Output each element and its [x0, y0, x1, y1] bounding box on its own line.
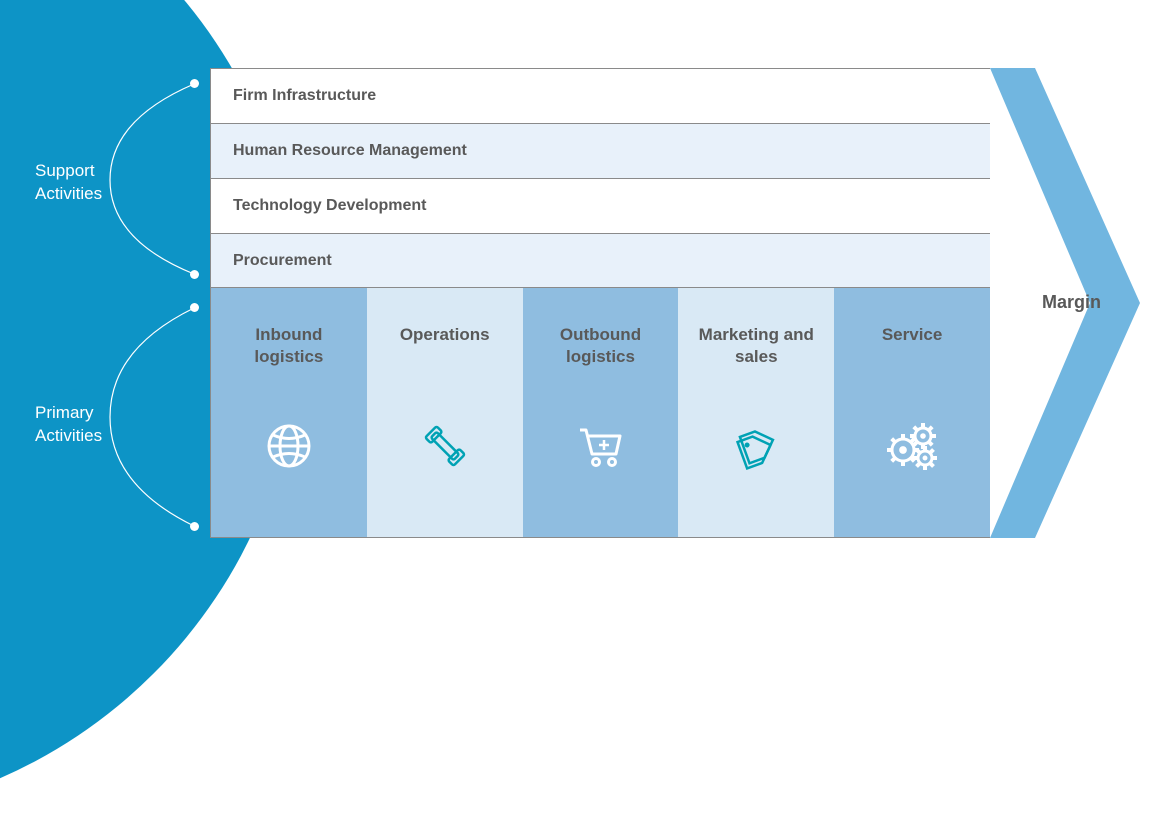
support-row-3: Procurement: [210, 233, 990, 288]
support-row-label: Procurement: [233, 252, 332, 270]
support-row-1: Human Resource Management: [210, 123, 990, 178]
support-row-label: Technology Development: [233, 197, 427, 215]
primary-activities-label: PrimaryActivities: [35, 402, 102, 448]
support-curve: [100, 80, 200, 280]
primary-col-title: Marketing and sales: [678, 324, 834, 380]
cart-icon: [574, 416, 626, 476]
primary-col-0: Inbound logistics: [211, 288, 367, 537]
support-row-label: Human Resource Management: [233, 142, 467, 160]
primary-col-1: Operations: [367, 288, 523, 537]
primary-col-title: Inbound logistics: [211, 324, 367, 380]
primary-col-4: Service: [834, 288, 990, 537]
dot: [190, 79, 199, 88]
primary-col-title: Service: [874, 324, 951, 380]
primary-col-title: Outbound logistics: [523, 324, 679, 380]
dot: [190, 270, 199, 279]
wrench-icon: [419, 416, 471, 476]
support-row-label: Firm Infrastructure: [233, 87, 376, 105]
value-chain-diagram: Firm Infrastructure Human Resource Manage…: [210, 68, 990, 538]
tags-icon: [730, 416, 782, 476]
dot: [190, 303, 199, 312]
gears-icon: [883, 416, 941, 476]
primary-curve: [100, 304, 200, 530]
support-activities-label: SupportActivities: [35, 160, 102, 206]
primary-col-3: Marketing and sales: [678, 288, 834, 537]
support-row-2: Technology Development: [210, 178, 990, 233]
primary-col-title: Operations: [392, 324, 498, 380]
dot: [190, 522, 199, 531]
support-row-0: Firm Infrastructure: [210, 68, 990, 123]
margin-label: Margin: [1042, 292, 1101, 313]
primary-col-2: Outbound logistics: [523, 288, 679, 537]
globe-icon: [263, 416, 315, 476]
primary-grid: Inbound logistics Operations Outbound lo…: [210, 288, 990, 538]
